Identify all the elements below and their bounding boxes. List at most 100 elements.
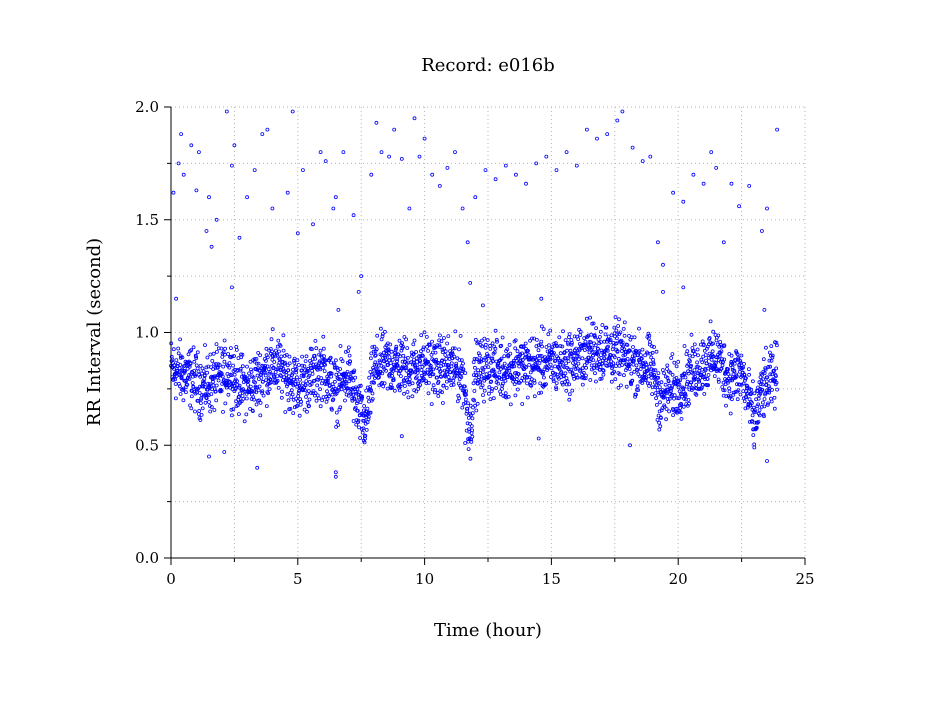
data-point [486,354,491,359]
data-point [241,387,246,392]
data-point [567,392,572,397]
data-point [310,368,315,373]
data-point [331,397,336,402]
data-point [433,387,438,392]
data-point [232,354,236,358]
data-point [662,371,666,376]
data-point [389,349,394,354]
data-point [219,389,224,393]
data-point [348,359,353,364]
data-point [751,433,756,438]
data-point [606,344,610,349]
outlier-point [729,181,734,186]
data-point [385,386,390,391]
data-point [560,344,565,349]
data-point [303,383,308,387]
data-point [469,439,474,444]
data-point [283,360,287,365]
data-point [440,401,445,405]
data-point [532,378,537,383]
data-point [203,400,208,405]
outlier-point [392,127,397,132]
data-point [254,402,259,407]
data-point [520,402,525,406]
data-point [656,371,661,376]
data-point [654,402,659,407]
data-point [596,347,600,351]
outlier-point [361,438,366,443]
data-point [561,329,565,334]
data-point [371,372,376,376]
data-point [386,362,391,367]
data-point [590,345,595,350]
data-point [306,389,311,394]
data-point [178,337,183,342]
data-point [256,350,261,355]
data-point [486,365,491,370]
data-point [268,370,273,375]
data-point [391,378,396,382]
data-point [226,352,231,356]
data-point [191,385,196,390]
data-point [691,349,696,353]
data-point [625,343,630,347]
data-point [711,341,715,346]
data-point [200,392,205,397]
data-point [235,382,240,387]
outlier-point [437,183,442,188]
data-point [360,394,365,399]
x-axis-label: Time (hour) [434,620,542,641]
data-point [467,427,471,432]
data-point [250,409,255,414]
data-point [190,389,195,394]
outlier-point [181,172,186,177]
data-point [651,360,656,365]
data-point [532,394,537,399]
data-point [197,384,202,389]
data-point [525,374,530,379]
data-point [204,396,209,401]
chart-title: Record: e016b [421,55,555,76]
data-point [468,403,473,408]
data-point [711,329,716,334]
data-point [324,399,329,404]
data-point [506,353,511,358]
data-point [362,418,367,423]
data-point [449,383,454,388]
data-point [489,379,494,384]
data-point [284,352,289,357]
data-point [672,360,677,365]
data-point [260,390,264,395]
data-point [459,358,464,363]
data-point [449,361,454,366]
data-point [224,385,229,390]
data-point [743,406,748,411]
data-point [598,334,602,339]
data-point [200,406,205,411]
data-point [178,363,183,367]
data-point [395,363,400,368]
data-point [689,363,693,368]
data-point [246,379,251,383]
data-point [612,369,616,374]
outlier-point [196,150,201,155]
data-point [666,379,671,384]
data-point [294,404,299,409]
data-point [336,423,341,428]
outlier-point [359,274,364,279]
data-point [267,387,272,392]
data-point [580,366,585,371]
data-point [441,336,446,340]
data-point [300,354,305,359]
data-point [328,355,333,360]
data-point [351,419,356,423]
data-point [439,374,444,379]
data-point [364,427,369,432]
data-point [189,406,194,411]
data-point [768,364,772,369]
data-point [724,394,729,399]
data-point [703,353,708,357]
data-point [528,338,532,343]
data-point [726,380,730,385]
data-point [604,325,609,330]
